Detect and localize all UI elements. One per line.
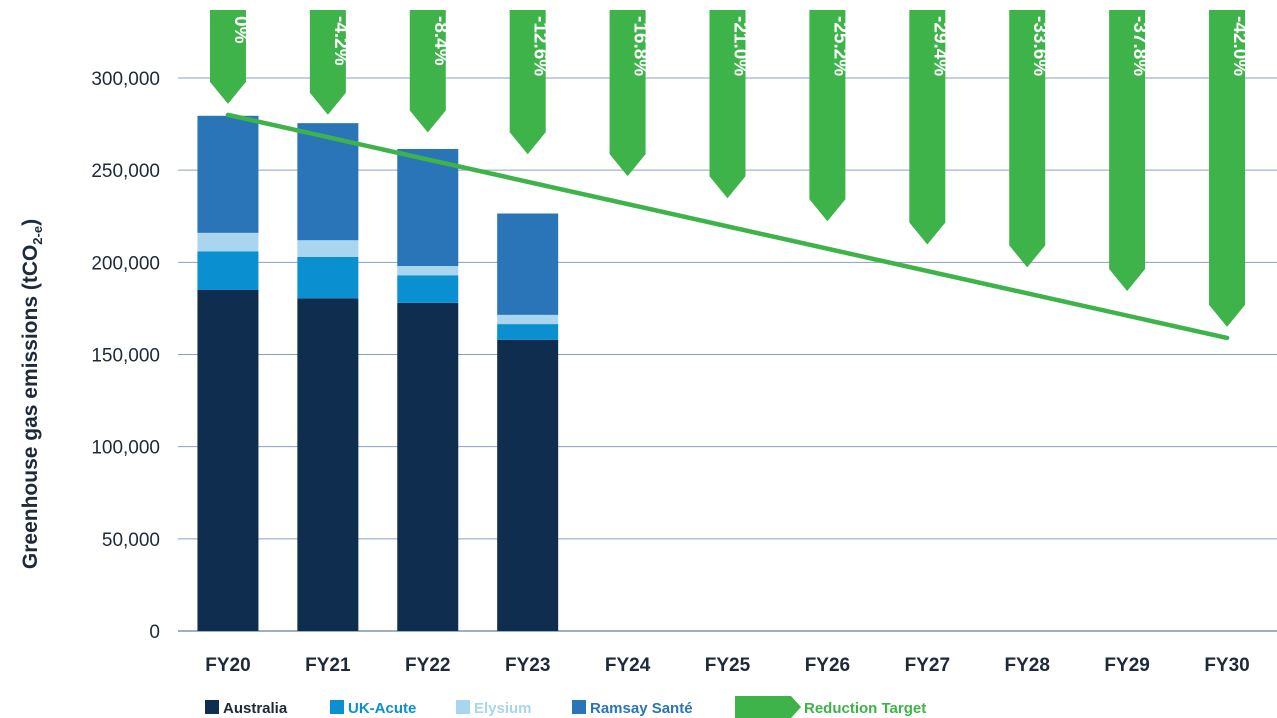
bar-segment-ramsay-sant- <box>497 213 559 315</box>
target-percent-label: -8.4% <box>430 16 451 66</box>
target-percent-label: -42.0% <box>1229 16 1250 76</box>
legend-swatch <box>572 700 586 714</box>
x-tick-label: FY21 <box>305 655 351 676</box>
reduction-target-line <box>225 112 1230 341</box>
target-arrow <box>209 10 246 104</box>
bar-segment-australia <box>397 302 459 631</box>
legend-label: Ramsay Santé <box>590 700 693 717</box>
x-tick-label: FY30 <box>1204 655 1249 676</box>
target-arrows: 0% -4.2% -8.4% -12.6% -16.8% -21.0% -25.2% -29.… <box>209 10 1250 327</box>
target-percent-label: -12.6% <box>530 16 551 76</box>
x-tick-label: FY26 <box>805 655 850 676</box>
legend-label: UK-Acute <box>348 700 416 717</box>
y-tick-label: 100,000 <box>91 438 160 459</box>
y-tick-label: 300,000 <box>91 69 160 90</box>
bar-segment-australia <box>497 339 559 631</box>
y-axis-ticks: 0 50,000 100,000 150,000 200,000 250,000 300,0… <box>91 69 160 643</box>
bar-segment-elysium <box>497 314 559 325</box>
x-tick-label: FY24 <box>605 655 651 676</box>
target-arrow <box>609 10 646 177</box>
target-percent-label: 0% <box>230 16 251 44</box>
legend-label: Elysium <box>474 700 532 717</box>
bar-segment-ramsay-sant- <box>397 148 459 267</box>
bar-segment-elysium <box>397 266 459 276</box>
bar-segment-ramsay-sant- <box>197 115 259 233</box>
target-percent-label: -25.2% <box>829 16 850 76</box>
bar-segment-uk-acute <box>197 251 259 290</box>
target-percent-label: -33.6% <box>1029 16 1050 76</box>
target-arrow <box>909 10 946 245</box>
target-arrow <box>809 10 846 222</box>
y-tick-label: 150,000 <box>91 346 160 367</box>
target-percent-label: -29.4% <box>929 16 950 76</box>
target-percent-label: -4.2% <box>330 16 351 66</box>
x-tick-label: FY25 <box>705 655 751 676</box>
x-tick-label: FY27 <box>905 655 950 676</box>
x-tick-label: FY22 <box>405 655 450 676</box>
x-tick-label: FY23 <box>505 655 550 676</box>
stacked-bars <box>197 115 559 631</box>
target-arrow <box>1109 10 1146 291</box>
bar-segment-elysium <box>297 240 359 257</box>
x-tick-label: FY28 <box>1005 655 1050 676</box>
y-tick-label: 250,000 <box>91 161 160 182</box>
target-arrow <box>309 10 346 115</box>
target-arrow <box>1009 10 1046 268</box>
y-axis-label: Greenhouse gas emissions (tCO2-e) <box>19 219 45 569</box>
x-axis-ticks: FY20 FY21 FY22 FY23 FY24 FY25 FY26 FY27 FY28 FY29… <box>205 655 1250 676</box>
legend-arrow-swatch <box>735 696 801 718</box>
target-arrow <box>409 10 446 133</box>
target-percent-label: -21.0% <box>730 16 751 76</box>
x-tick-label: FY29 <box>1104 655 1149 676</box>
target-arrow <box>709 10 746 199</box>
bar-segment-australia <box>297 298 359 631</box>
reduction-target-line <box>225 112 1230 341</box>
bar-segment-uk-acute <box>397 275 459 303</box>
legend-swatch <box>456 700 470 714</box>
y-tick-label: 200,000 <box>91 253 160 274</box>
y-tick-label: 0 <box>149 622 160 643</box>
bar-segment-australia <box>197 289 259 631</box>
legend-label: Australia <box>223 700 288 717</box>
y-tick-label: 50,000 <box>102 530 160 551</box>
legend-swatch <box>330 700 344 714</box>
legend-swatch <box>205 700 219 714</box>
target-arrow <box>1209 10 1246 327</box>
x-tick-label: FY20 <box>205 655 250 676</box>
bar-segment-uk-acute <box>297 256 359 299</box>
legend-label: Reduction Target <box>804 700 926 717</box>
bar-segment-elysium <box>197 232 259 252</box>
target-arrow <box>509 10 546 155</box>
legend: Australia UK-Acute Elysium Ramsay Santé Redu… <box>205 696 926 718</box>
target-percent-label: -16.8% <box>630 16 651 76</box>
target-percent-label: -37.8% <box>1129 16 1150 76</box>
bar-segment-uk-acute <box>497 324 559 340</box>
